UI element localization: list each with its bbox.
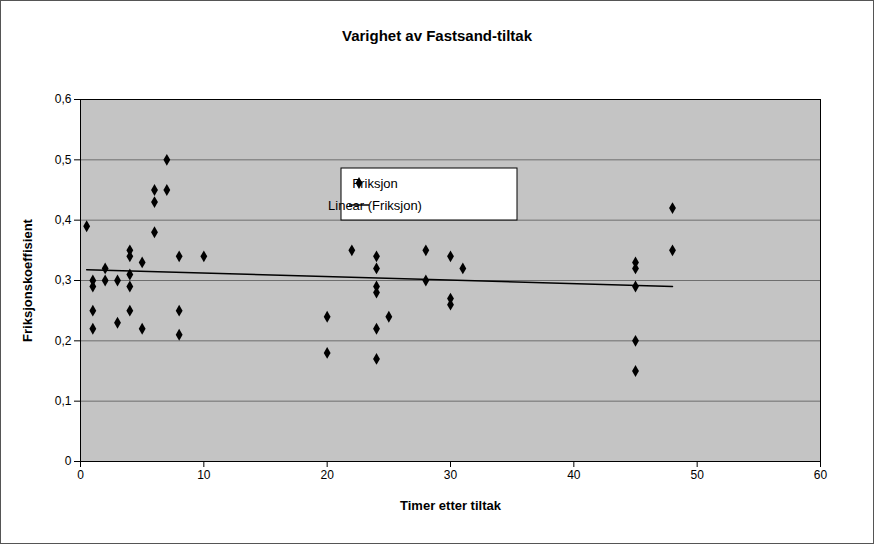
svg-text:40: 40 [567,468,581,482]
svg-text:0: 0 [77,468,84,482]
svg-text:Friksjon: Friksjon [352,176,398,191]
svg-text:20: 20 [320,468,334,482]
svg-text:0,3: 0,3 [55,273,72,287]
svg-text:0,1: 0,1 [55,394,72,408]
svg-text:30: 30 [444,468,458,482]
svg-text:0: 0 [65,454,72,468]
svg-text:60: 60 [814,468,828,482]
svg-text:Linear (Friksjon): Linear (Friksjon) [328,198,422,213]
svg-text:0,2: 0,2 [55,334,72,348]
svg-text:Friksjonskoeffisient: Friksjonskoeffisient [20,218,35,341]
html-text:Varighet av Fastsand-tiltak: Varighet av Fastsand-tiltak [342,27,532,44]
svg-text:0,4: 0,4 [55,213,72,227]
svg-text:50: 50 [690,468,704,482]
svg-text:Timer etter tiltak: Timer etter tiltak [400,498,502,513]
svg-text:0,6: 0,6 [55,92,72,106]
svg-text:0,5: 0,5 [55,153,72,167]
svg-text:10: 10 [197,468,211,482]
